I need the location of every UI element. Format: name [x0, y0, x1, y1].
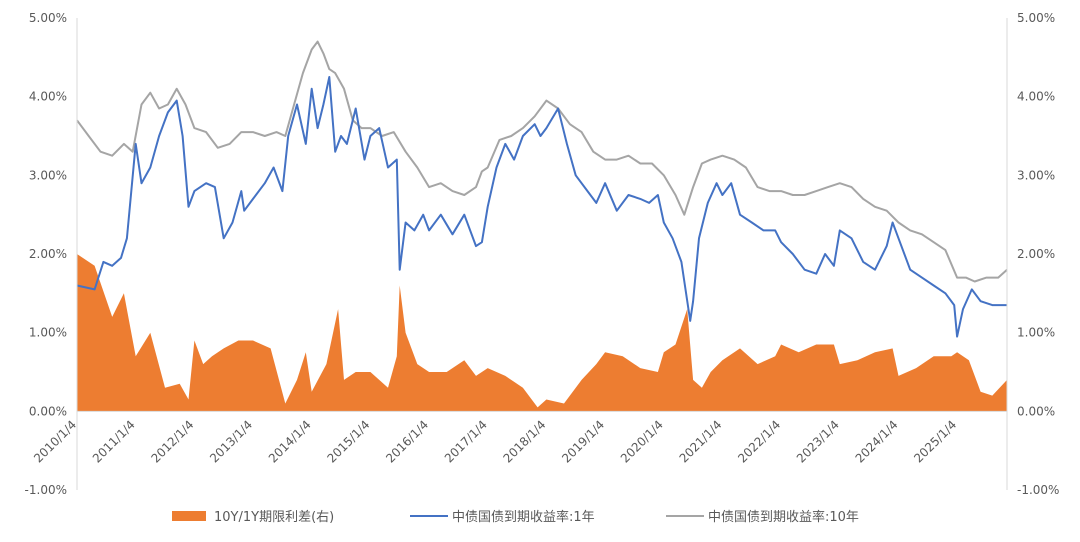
yield-10y-line — [76, 40, 1008, 283]
legend: 10Y/1Y期限利差(右) 中债国债到期收益率:1年 中债国债到期收益率:10年 — [172, 509, 859, 525]
y-tick-label-right: 0.00% — [1017, 404, 1055, 418]
x-tick-label: 2021/1/4 — [677, 418, 725, 466]
legend-label-1y: 中债国债到期收益率:1年 — [452, 509, 595, 525]
x-tick-label: 2016/1/4 — [383, 418, 431, 466]
x-tick-label: 2012/1/4 — [148, 418, 196, 466]
y-tick-label-left: 5.00% — [29, 11, 67, 25]
y-tick-label-right: 4.00% — [1017, 90, 1055, 104]
x-tick-label: 2025/1/4 — [911, 418, 959, 466]
x-tick-label: 2014/1/4 — [266, 418, 314, 466]
x-tick-label: 2024/1/4 — [853, 418, 901, 466]
y-tick-label-left: -1.00% — [25, 483, 67, 497]
x-tick-label: 2022/1/4 — [735, 418, 783, 466]
legend-label-10y: 中债国债到期收益率:10年 — [708, 509, 859, 525]
x-tick-label: 2023/1/4 — [794, 418, 842, 466]
y-tick-label-left: 2.00% — [29, 247, 67, 261]
x-tick-label: 2011/1/4 — [90, 418, 138, 466]
spread-area — [77, 254, 1007, 412]
y-tick-label-left: 4.00% — [29, 90, 67, 104]
x-tick-label: 2013/1/4 — [207, 418, 255, 466]
legend-label-spread: 10Y/1Y期限利差(右) — [214, 510, 334, 525]
legend-swatch-spread — [172, 511, 206, 521]
y-tick-label-right: 5.00% — [1017, 11, 1055, 25]
y-tick-label-left: 0.00% — [29, 404, 67, 418]
y-tick-label-left: 3.00% — [29, 168, 67, 182]
y-tick-label-right: 3.00% — [1017, 168, 1055, 182]
x-tick-label: 2019/1/4 — [559, 418, 607, 466]
x-tick-label: 2018/1/4 — [501, 418, 549, 466]
line-layer — [76, 40, 1008, 338]
y-tick-label-left: 1.00% — [29, 326, 67, 340]
yield-1y-line — [76, 76, 1007, 338]
y-tick-label-right: 2.00% — [1017, 247, 1055, 261]
x-tick-label: 2010/1/4 — [31, 418, 79, 466]
y-tick-label-right: 1.00% — [1017, 326, 1055, 340]
y-tick-label-right: -1.00% — [1017, 483, 1059, 497]
x-tick-label: 2017/1/4 — [442, 418, 490, 466]
x-tick-label: 2020/1/4 — [618, 418, 666, 466]
x-tick-label: 2015/1/4 — [325, 418, 373, 466]
area-layer — [77, 254, 1007, 412]
